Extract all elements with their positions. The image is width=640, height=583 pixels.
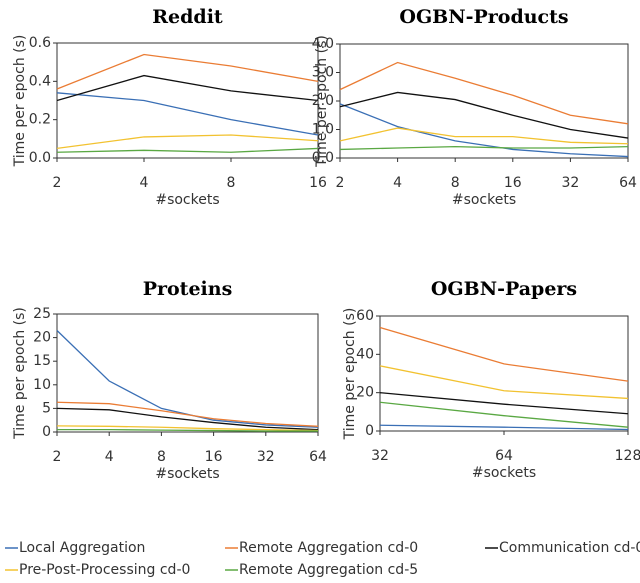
y-tick-label: 15	[33, 353, 51, 369]
x-tick-label: 16	[205, 449, 223, 465]
series-line	[56, 407, 319, 431]
x-tick-label: 16	[309, 175, 327, 191]
chart-title: Reddit	[152, 6, 223, 28]
series-line	[56, 74, 319, 102]
series-line	[339, 145, 629, 151]
series-line	[56, 147, 319, 153]
legend-label: Remote Aggregation cd-5	[239, 562, 418, 578]
series-line	[379, 424, 629, 431]
y-tick-label: 0.0	[312, 150, 334, 166]
x-tick-label: 128	[615, 448, 640, 464]
x-tick-label: 4	[105, 449, 114, 465]
series-line	[339, 127, 629, 145]
y-axis-label: Time per epoch (s)	[314, 35, 330, 168]
series-line	[56, 330, 319, 428]
x-tick-label: 2	[53, 449, 62, 465]
series-line	[379, 326, 629, 382]
x-tick-label: 64	[309, 449, 327, 465]
y-tick-label: 0.4	[29, 73, 51, 89]
y-tick-label: 2.0	[312, 93, 334, 109]
series-line	[339, 103, 629, 158]
x-tick-label: 4	[140, 175, 149, 191]
x-tick-label: 2	[53, 175, 62, 191]
plot-frame	[339, 43, 629, 159]
y-tick-label: 5	[42, 400, 51, 416]
x-tick-label: 32	[257, 449, 275, 465]
series-line	[379, 392, 629, 415]
series-line	[56, 134, 319, 150]
chart-title: Proteins	[143, 278, 233, 300]
series-line	[56, 425, 319, 432]
y-axis-label: Time per epoch (s)	[12, 307, 28, 440]
legend-label: Pre-Post-Processing cd-0	[19, 562, 190, 578]
series-line	[379, 401, 629, 428]
x-axis-label: #sockets	[155, 466, 219, 482]
y-tick-label: 40	[356, 346, 374, 362]
y-tick-label: 0.2	[29, 112, 51, 128]
chart-title: OGBN-Papers	[431, 278, 577, 300]
x-tick-label: 8	[451, 175, 460, 191]
y-tick-label: 1.0	[312, 122, 334, 138]
x-tick-label: 8	[227, 175, 236, 191]
x-tick-label: 32	[371, 448, 389, 464]
y-tick-label: 20	[356, 385, 374, 401]
series-line	[56, 92, 319, 136]
series-line	[339, 91, 629, 139]
y-axis-label: Time per epoch (s)	[12, 35, 28, 168]
series-line	[379, 365, 629, 400]
y-tick-label: 0.6	[29, 35, 51, 51]
x-tick-label: 64	[619, 175, 637, 191]
series-line	[57, 428, 318, 432]
y-axis-label: Time per epoch (s)	[342, 308, 358, 441]
x-tick-label: 4	[393, 175, 402, 191]
y-tick-label: 60	[356, 308, 374, 324]
chart-title: OGBN-Products	[399, 6, 568, 28]
plot-frame	[56, 313, 319, 433]
y-tick-label: 3.0	[312, 65, 334, 81]
legend-label: Communication cd-0	[499, 540, 640, 556]
x-tick-label: 2	[336, 175, 345, 191]
series-line	[339, 61, 629, 125]
series-line	[56, 53, 319, 90]
legend-label: Local Aggregation	[19, 540, 145, 556]
y-tick-label: 4.0	[312, 36, 334, 52]
x-tick-label: 32	[561, 175, 579, 191]
x-tick-label: 8	[157, 449, 166, 465]
x-axis-label: #sockets	[155, 192, 219, 208]
series-line	[56, 401, 319, 427]
x-tick-label: 64	[495, 448, 513, 464]
y-tick-label: 25	[33, 306, 51, 322]
y-tick-label: 0	[42, 424, 51, 440]
legend-label: Remote Aggregation cd-0	[239, 540, 418, 556]
x-tick-label: 16	[504, 175, 522, 191]
y-tick-label: 20	[33, 330, 51, 346]
x-axis-label: #sockets	[452, 192, 516, 208]
y-tick-label: 0	[365, 423, 374, 439]
x-axis-label: #sockets	[472, 465, 536, 481]
y-tick-label: 0.0	[29, 150, 51, 166]
y-tick-label: 10	[33, 377, 51, 393]
